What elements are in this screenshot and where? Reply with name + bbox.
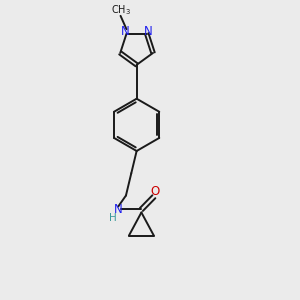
Text: N: N: [144, 26, 152, 38]
Text: N: N: [121, 26, 130, 38]
Text: H: H: [109, 213, 117, 224]
Text: O: O: [150, 185, 160, 198]
Text: CH$_3$: CH$_3$: [111, 3, 130, 17]
Text: N: N: [114, 203, 123, 216]
